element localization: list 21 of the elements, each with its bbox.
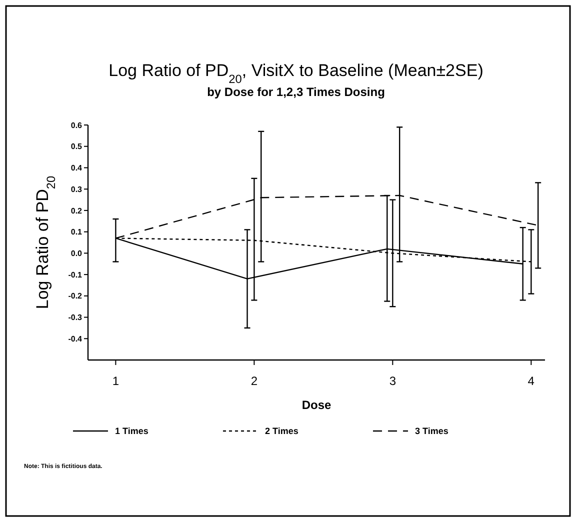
x-tick-label: 4 xyxy=(528,374,535,388)
y-tick-label: 0.2 xyxy=(70,206,83,216)
chart-title: Log Ratio of PD$_{20}$, VisitX to Baseline (Mean±2SE) xyxy=(108,61,484,86)
x-tick-label: 3 xyxy=(389,374,396,388)
y-tick-label: -0.2 xyxy=(68,292,83,301)
x-tick-label: 2 xyxy=(250,374,258,388)
y-tick-label: -0.3 xyxy=(68,313,83,322)
legend-label: 3 Times xyxy=(415,426,448,436)
y-tick-label: 0.0 xyxy=(70,248,83,258)
y-tick-label: 0.4 xyxy=(70,164,83,173)
chart-subtitle: by Dose for 1,2,3 Times Dosing xyxy=(207,85,385,99)
y-tick-label: 0.6 xyxy=(70,120,83,130)
x-tick-label: 1 xyxy=(112,374,120,388)
x-axis-title: Dose xyxy=(302,398,332,412)
y-tick-label: -0.1 xyxy=(68,270,83,280)
y-tick-label: 0.1 xyxy=(70,228,83,237)
y-tick-label: 0.5 xyxy=(70,142,83,152)
legend-label: 2 Times xyxy=(265,426,298,436)
legend-label: 1 Times xyxy=(115,426,148,436)
y-tick-label: 0.3 xyxy=(70,184,83,194)
y-tick-label: -0.4 xyxy=(68,334,83,344)
